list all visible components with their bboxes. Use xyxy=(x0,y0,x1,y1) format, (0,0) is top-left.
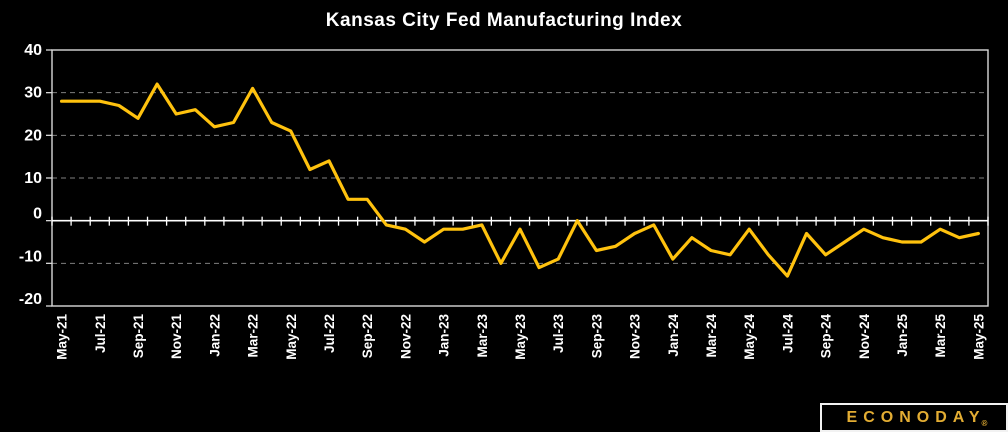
x-tick-label: May-24 xyxy=(742,314,757,360)
x-tick-label: May-22 xyxy=(284,314,299,360)
y-tick-label: 40 xyxy=(24,42,42,59)
registered-trademark-icon: ® xyxy=(981,419,988,428)
x-tick-label: Jan-23 xyxy=(437,314,452,357)
chart-title: Kansas City Fed Manufacturing Index xyxy=(325,10,683,31)
x-tick-label: Jul-24 xyxy=(780,314,795,354)
y-tick-label: -20 xyxy=(19,291,42,308)
econoday-logo: ECONODAY ® xyxy=(820,403,1008,432)
x-tick-label: Sep-24 xyxy=(819,314,834,359)
y-tick-label: -10 xyxy=(19,248,42,265)
x-tick-label: Jul-21 xyxy=(93,314,108,354)
x-tick-label: May-21 xyxy=(55,314,70,360)
x-tick-label: May-23 xyxy=(513,314,528,360)
x-tick-label: Jan-22 xyxy=(207,314,222,357)
x-tick-label: Mar-25 xyxy=(933,314,948,358)
x-tick-label: Sep-21 xyxy=(131,314,146,359)
y-tick-label: 0 xyxy=(33,206,42,223)
x-tick-label: Nov-23 xyxy=(628,314,643,360)
x-tick-label: Jan-25 xyxy=(895,314,910,357)
x-tick-label: Jan-24 xyxy=(666,314,681,357)
x-tick-label: Mar-24 xyxy=(704,314,719,358)
x-tick-label: Sep-23 xyxy=(589,314,604,359)
y-tick-label: 10 xyxy=(24,170,42,187)
x-tick-label: Nov-22 xyxy=(398,314,413,359)
x-tick-label: Mar-23 xyxy=(475,314,490,358)
data-line-kc-fed-index xyxy=(59,82,981,278)
x-tick-label: Jul-22 xyxy=(322,314,337,353)
x-tick-label: Nov-21 xyxy=(169,314,184,360)
y-tick-label: 20 xyxy=(24,127,42,144)
x-tick-label: Nov-24 xyxy=(857,314,872,360)
x-tick-label: May-25 xyxy=(971,314,986,360)
x-tick-label: Sep-22 xyxy=(360,314,375,358)
x-tick-label: Jul-23 xyxy=(551,314,566,354)
econoday-logo-text: ECONODAY xyxy=(846,408,986,426)
y-tick-label: 30 xyxy=(24,85,42,102)
x-tick-label: Mar-22 xyxy=(246,314,261,358)
